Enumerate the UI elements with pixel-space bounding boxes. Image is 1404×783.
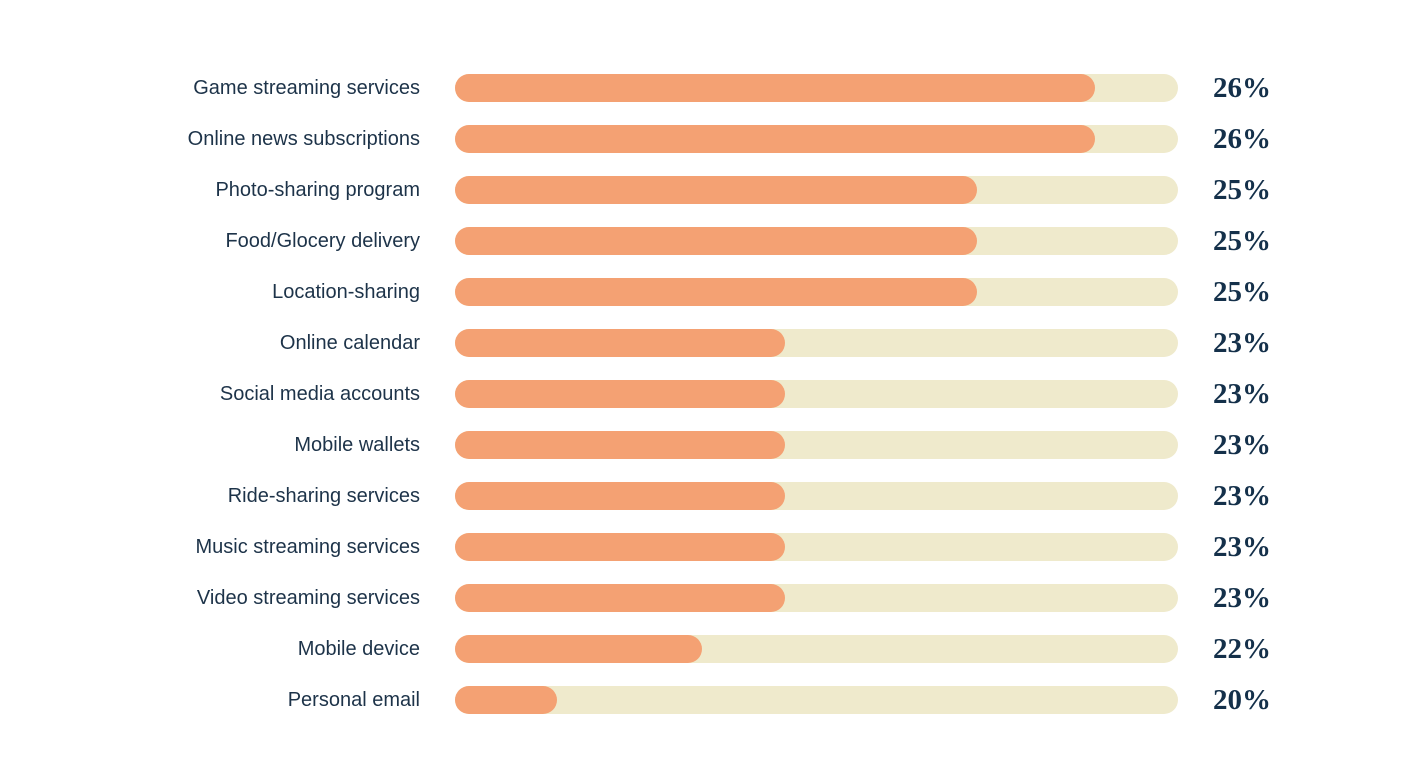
category-label: Ride-sharing services <box>227 485 420 507</box>
chart-row: Location-sharing 25% <box>0 276 1404 308</box>
bar-fill <box>455 584 785 612</box>
category-label: Mobile wallets <box>294 434 420 456</box>
category-label: Music streaming services <box>195 536 420 558</box>
bar-track <box>455 584 1178 612</box>
value-label: 23% <box>1213 531 1271 563</box>
chart-row: Ride-sharing services 23% <box>0 480 1404 512</box>
chart-row: Music streaming services 23% <box>0 531 1404 563</box>
chart-row: Personal email 20% <box>0 684 1404 716</box>
bar-fill <box>455 125 1095 153</box>
bar-track <box>455 278 1178 306</box>
category-label: Mobile device <box>297 638 420 660</box>
category-label: Game streaming services <box>193 77 420 99</box>
chart-row: Video streaming services 23% <box>0 582 1404 614</box>
bar-track <box>455 533 1178 561</box>
horizontal-bar-chart: Game streaming services 26% Online news … <box>0 74 1404 737</box>
bar-track <box>455 74 1178 102</box>
value-label: 23% <box>1213 429 1271 461</box>
bar-fill <box>455 686 557 714</box>
value-label: 26% <box>1213 72 1271 104</box>
category-label: Online calendar <box>279 332 420 354</box>
bar-track <box>455 380 1178 408</box>
bar-track <box>455 482 1178 510</box>
bar-fill <box>455 482 785 510</box>
bar-track <box>455 176 1178 204</box>
bar-fill <box>455 176 977 204</box>
value-label: 25% <box>1213 225 1271 257</box>
chart-row: Mobile wallets 23% <box>0 429 1404 461</box>
chart-row: Online calendar 23% <box>0 327 1404 359</box>
bar-fill <box>455 227 977 255</box>
value-label: 25% <box>1213 174 1271 206</box>
bar-track <box>455 431 1178 459</box>
value-label: 26% <box>1213 123 1271 155</box>
chart-row: Online news subscriptions 26% <box>0 123 1404 155</box>
value-label: 23% <box>1213 378 1271 410</box>
value-label: 25% <box>1213 276 1271 308</box>
value-label: 20% <box>1213 684 1271 716</box>
category-label: Location-sharing <box>272 281 420 303</box>
category-label: Photo-sharing program <box>215 179 420 201</box>
bar-fill <box>455 380 785 408</box>
bar-track <box>455 329 1178 357</box>
category-label: Online news subscriptions <box>187 128 420 150</box>
category-label: Video streaming services <box>196 587 420 609</box>
bar-track <box>455 686 1178 714</box>
value-label: 23% <box>1213 480 1271 512</box>
value-label: 23% <box>1213 327 1271 359</box>
bar-fill <box>455 533 785 561</box>
category-label: Food/Glocery delivery <box>225 230 420 252</box>
chart-row: Mobile device 22% <box>0 633 1404 665</box>
category-label: Social media accounts <box>219 383 420 405</box>
bar-fill <box>455 635 703 663</box>
category-label: Personal email <box>287 689 420 711</box>
bar-track <box>455 227 1178 255</box>
bar-fill <box>455 74 1095 102</box>
bar-fill <box>455 329 785 357</box>
value-label: 22% <box>1213 633 1271 665</box>
bar-track <box>455 635 1178 663</box>
bar-fill <box>455 431 785 459</box>
chart-row: Food/Glocery delivery 25% <box>0 225 1404 257</box>
bar-fill <box>455 278 977 306</box>
chart-row: Game streaming services 26% <box>0 72 1404 104</box>
chart-rows: Game streaming services 26% Online news … <box>0 72 1404 716</box>
value-label: 23% <box>1213 582 1271 614</box>
chart-row: Social media accounts 23% <box>0 378 1404 410</box>
bar-track <box>455 125 1178 153</box>
chart-row: Photo-sharing program 25% <box>0 174 1404 206</box>
